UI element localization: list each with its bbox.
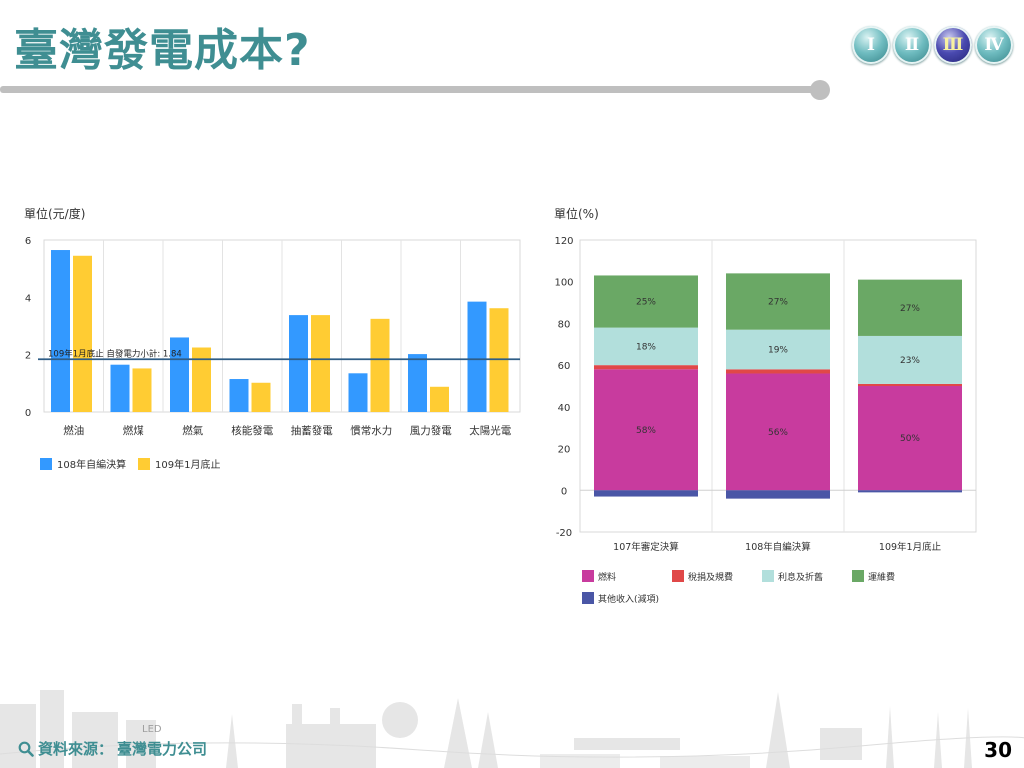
left-x-tick-label: 燃油	[63, 424, 84, 437]
right-data-label: 58%	[636, 426, 656, 436]
right-data-label: 18%	[636, 342, 656, 352]
right-plot-frame	[579, 239, 977, 533]
left-bar	[192, 347, 211, 412]
left-x-tick-label: 燃煤	[123, 424, 144, 437]
right-data-label: 56%	[768, 428, 788, 438]
right-bar-segment	[726, 273, 830, 330]
right-x-tick-label: 107年審定決算	[613, 541, 679, 553]
led-label: LED	[142, 724, 162, 735]
source-note: 資料來源： 臺灣電力公司	[18, 738, 207, 759]
left-bar	[110, 364, 130, 412]
left-x-tick-label: 太陽光電	[469, 424, 511, 437]
right-y-tick-label: 120	[554, 236, 573, 247]
right-legend-label: 稅捐及規費	[688, 571, 733, 583]
right-bar-segment	[594, 365, 698, 370]
left-bar	[467, 301, 487, 412]
right-legend-label: 利息及折舊	[778, 571, 823, 583]
right-chart-unit: 單位(%)	[554, 206, 599, 221]
right-legend-label: 其他收入(減項)	[598, 593, 659, 605]
page-number: 30	[984, 738, 1012, 762]
right-data-label: 23%	[900, 356, 920, 366]
left-bar	[132, 368, 152, 412]
left-bar	[251, 382, 271, 412]
right-bar-segment	[594, 275, 698, 328]
cost-per-kwh-chart: 單位(元/度) 0 2 4 6 燃油 燃煤 燃氣 核能發電 抽蓄發電 慣常水力 風力發電 太陽光電 10…	[24, 206, 521, 471]
right-bar-segment	[726, 329, 830, 370]
right-y-tick-label: 0	[561, 486, 567, 497]
left-legend-swatch	[138, 458, 150, 470]
left-bar	[229, 379, 249, 412]
right-bar-segment	[726, 490, 830, 499]
left-x-tick-label: 抽蓄發電	[291, 424, 333, 437]
left-bar	[408, 354, 427, 412]
right-legend-swatch	[582, 570, 594, 582]
right-bar-segment	[594, 490, 698, 497]
left-x-tick-label: 慣常水力	[350, 424, 392, 437]
left-bar	[73, 255, 92, 412]
nav-button-1[interactable]: Ⅰ	[852, 26, 890, 64]
right-y-tick-label: 40	[558, 403, 571, 414]
right-y-tick-label: 80	[558, 319, 571, 330]
right-bar-segment	[858, 383, 962, 386]
nav-button-4[interactable]: Ⅳ	[975, 26, 1013, 64]
cost-structure-chart: 單位(%) -20 0 20 40 60 80 100 120 58% 18% 25% 56% 19% 2…	[554, 206, 977, 605]
source-label: 資料來源：	[38, 740, 114, 758]
title-divider	[0, 86, 816, 93]
right-legend-label: 燃料	[598, 571, 616, 583]
title-divider-dot	[810, 80, 830, 100]
left-x-tick-label: 風力發電	[410, 424, 452, 437]
right-bar-segment	[726, 373, 830, 491]
left-legend-label: 109年1月底止	[155, 458, 220, 471]
left-bar	[170, 337, 189, 412]
left-bar	[289, 315, 308, 412]
right-data-label: 50%	[900, 434, 920, 444]
right-data-label: 27%	[768, 298, 788, 308]
left-bar	[311, 315, 330, 412]
right-legend-label: 運維費	[868, 571, 895, 583]
left-legend-label: 108年自編決算	[57, 458, 126, 471]
left-y-tick-label: 6	[25, 236, 31, 247]
left-bar	[348, 373, 368, 412]
right-legend-swatch	[672, 570, 684, 582]
reference-line-label: 109年1月底止 自發電力小計: 1.84	[48, 348, 182, 359]
right-bar-segment	[858, 386, 962, 491]
right-bar-segment	[858, 279, 962, 336]
left-x-tick-label: 核能發電	[231, 424, 273, 437]
search-icon	[18, 741, 34, 757]
right-bar-segment	[594, 327, 698, 366]
nav-button-3[interactable]: Ⅲ	[934, 26, 972, 64]
left-legend-swatch	[40, 458, 52, 470]
right-data-label: 19%	[768, 346, 788, 356]
left-chart-unit: 單位(元/度)	[24, 206, 85, 221]
left-x-tick-label: 燃氣	[182, 424, 203, 437]
right-data-label: 25%	[636, 298, 656, 308]
nav-button-2[interactable]: Ⅱ	[893, 26, 931, 64]
section-nav: Ⅰ Ⅱ Ⅲ Ⅳ	[852, 26, 1013, 64]
skyline-decoration	[0, 690, 1024, 768]
right-legend-swatch	[762, 570, 774, 582]
right-x-tick-label: 109年1月底止	[879, 541, 942, 553]
right-bar-segment	[858, 335, 962, 384]
left-y-tick-label: 2	[25, 351, 31, 362]
source-value: 臺灣電力公司	[117, 740, 208, 758]
left-bar	[370, 318, 390, 412]
left-bar	[430, 386, 449, 412]
right-data-label: 27%	[900, 304, 920, 314]
right-y-tick-label: 100	[554, 278, 573, 289]
left-y-tick-label: 4	[25, 293, 31, 304]
right-y-tick-label: 20	[558, 445, 571, 456]
left-bar	[51, 250, 70, 412]
right-bar-segment	[858, 490, 962, 493]
right-legend-swatch	[852, 570, 864, 582]
right-bar-segment	[594, 369, 698, 491]
page-title: 臺灣發電成本?	[14, 25, 311, 76]
left-y-tick-label: 0	[25, 408, 31, 419]
right-legend-swatch	[582, 592, 594, 604]
right-bar-segment	[726, 369, 830, 374]
right-y-tick-label: 60	[558, 361, 571, 372]
right-y-tick-label: -20	[556, 528, 572, 539]
right-x-tick-label: 108年自編決算	[745, 541, 811, 553]
